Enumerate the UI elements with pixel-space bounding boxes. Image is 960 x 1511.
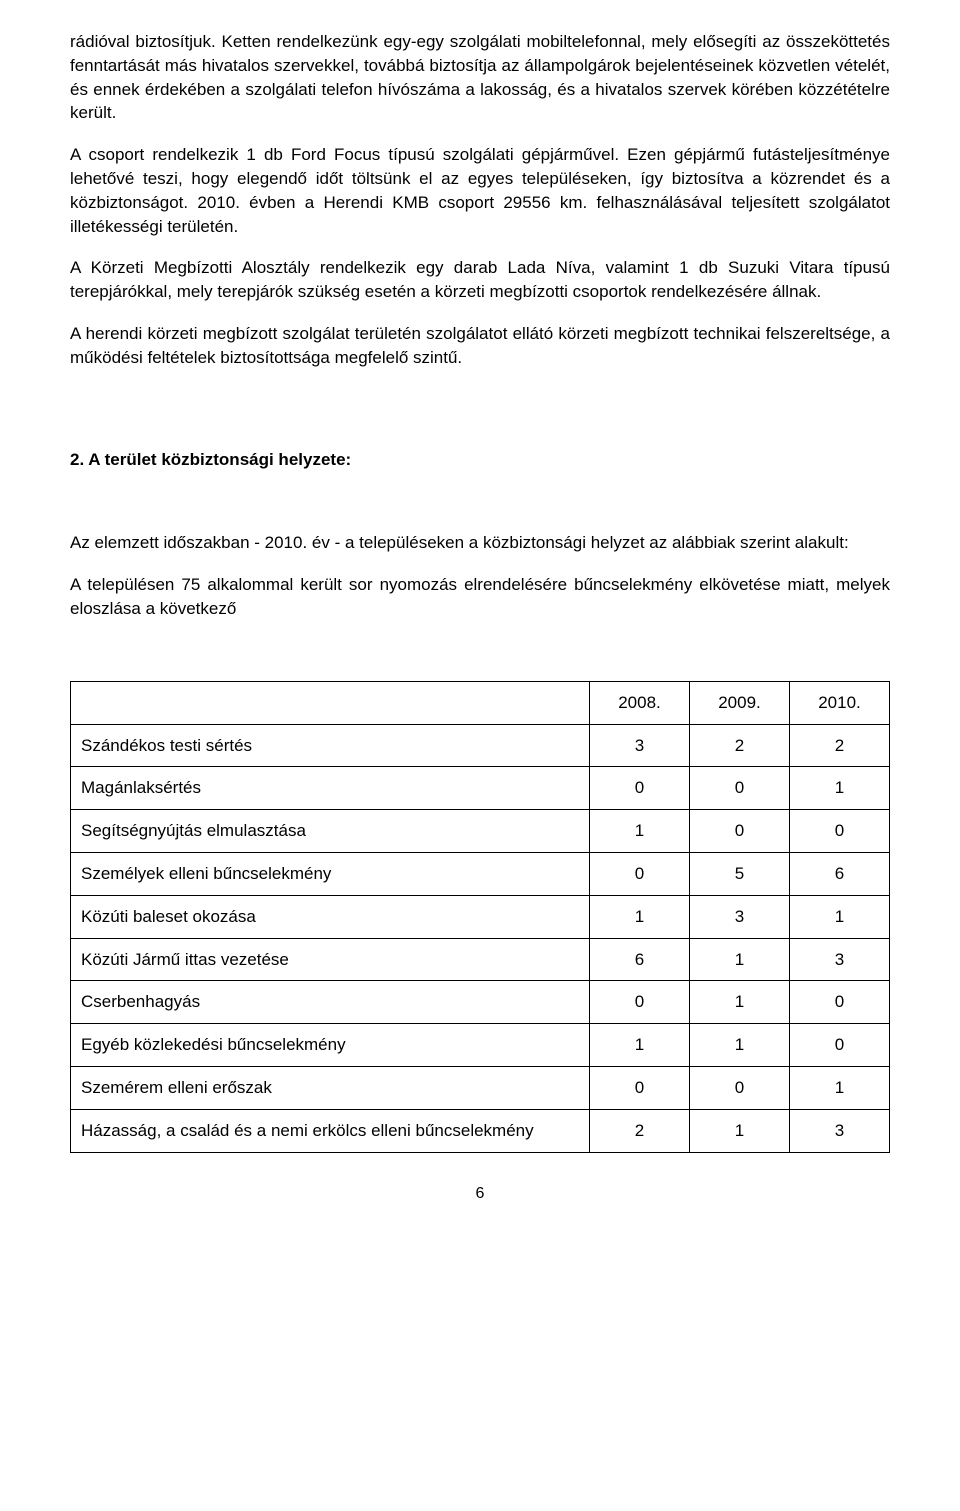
table-cell-value: 0 [690,1066,790,1109]
table-row: Közúti baleset okozása 1 3 1 [71,895,890,938]
table-cell-value: 0 [790,981,890,1024]
table-cell-value: 1 [590,1024,690,1067]
crime-statistics-table: 2008. 2009. 2010. Szándékos testi sértés… [70,681,890,1153]
table-row: Egyéb közlekedési bűncselekmény 1 1 0 [71,1024,890,1067]
table-cell-value: 1 [590,810,690,853]
table-cell-value: 1 [690,981,790,1024]
table-cell-value: 1 [690,1109,790,1152]
table-cell-label: Magánlaksértés [71,767,590,810]
paragraph-1: rádióval biztosítjuk. Ketten rendelkezün… [70,30,890,125]
table-cell-value: 6 [590,938,690,981]
table-row: Közúti Jármű ittas vezetése 6 1 3 [71,938,890,981]
table-cell-value: 2 [590,1109,690,1152]
table-cell-value: 3 [590,724,690,767]
table-cell-value: 1 [690,938,790,981]
table-row: Magánlaksértés 0 0 1 [71,767,890,810]
table-cell-value: 1 [590,895,690,938]
table-cell-label: Segítségnyújtás elmulasztása [71,810,590,853]
paragraph-5: Az elemzett időszakban - 2010. év - a te… [70,531,890,555]
paragraph-6: A településen 75 alkalommal került sor n… [70,573,890,621]
table-row: Szemérem elleni erőszak 0 0 1 [71,1066,890,1109]
table-row: Szándékos testi sértés 3 2 2 [71,724,890,767]
table-cell-value: 2 [790,724,890,767]
table-header-2010: 2010. [790,681,890,724]
table-row: Segítségnyújtás elmulasztása 1 0 0 [71,810,890,853]
table-cell-value: 0 [590,981,690,1024]
table-cell-label: Szemérem elleni erőszak [71,1066,590,1109]
paragraph-3: A Körzeti Megbízotti Alosztály rendelkez… [70,256,890,304]
table-header-2008: 2008. [590,681,690,724]
paragraph-4: A herendi körzeti megbízott szolgálat te… [70,322,890,370]
table-cell-value: 1 [790,767,890,810]
table-cell-label: Szándékos testi sértés [71,724,590,767]
table-row: Cserbenhagyás 0 1 0 [71,981,890,1024]
table-cell-label: Közúti baleset okozása [71,895,590,938]
table-cell-value: 0 [690,810,790,853]
table-cell-value: 1 [790,895,890,938]
table-header-empty [71,681,590,724]
table-cell-value: 2 [690,724,790,767]
table-header-row: 2008. 2009. 2010. [71,681,890,724]
table-cell-label: Egyéb közlekedési bűncselekmény [71,1024,590,1067]
table-cell-value: 3 [690,895,790,938]
table-cell-value: 0 [590,767,690,810]
section-heading: 2. A terület közbiztonsági helyzete: [70,448,890,472]
table-cell-value: 5 [690,852,790,895]
paragraph-2: A csoport rendelkezik 1 db Ford Focus tí… [70,143,890,238]
table-cell-value: 0 [790,810,890,853]
table-cell-label: Cserbenhagyás [71,981,590,1024]
table-cell-value: 1 [790,1066,890,1109]
table-cell-value: 0 [690,767,790,810]
table-cell-value: 3 [790,1109,890,1152]
table-cell-value: 6 [790,852,890,895]
table-header-2009: 2009. [690,681,790,724]
table-cell-value: 1 [690,1024,790,1067]
table-row: Személyek elleni bűncselekmény 0 5 6 [71,852,890,895]
table-cell-value: 0 [790,1024,890,1067]
table-cell-value: 3 [790,938,890,981]
table-cell-label: Házasság, a család és a nemi erkölcs ell… [71,1109,590,1152]
page-number: 6 [70,1183,890,1205]
table-cell-value: 0 [590,852,690,895]
table-cell-label: Személyek elleni bűncselekmény [71,852,590,895]
table-cell-value: 0 [590,1066,690,1109]
table-row: Házasság, a család és a nemi erkölcs ell… [71,1109,890,1152]
table-cell-label: Közúti Jármű ittas vezetése [71,938,590,981]
